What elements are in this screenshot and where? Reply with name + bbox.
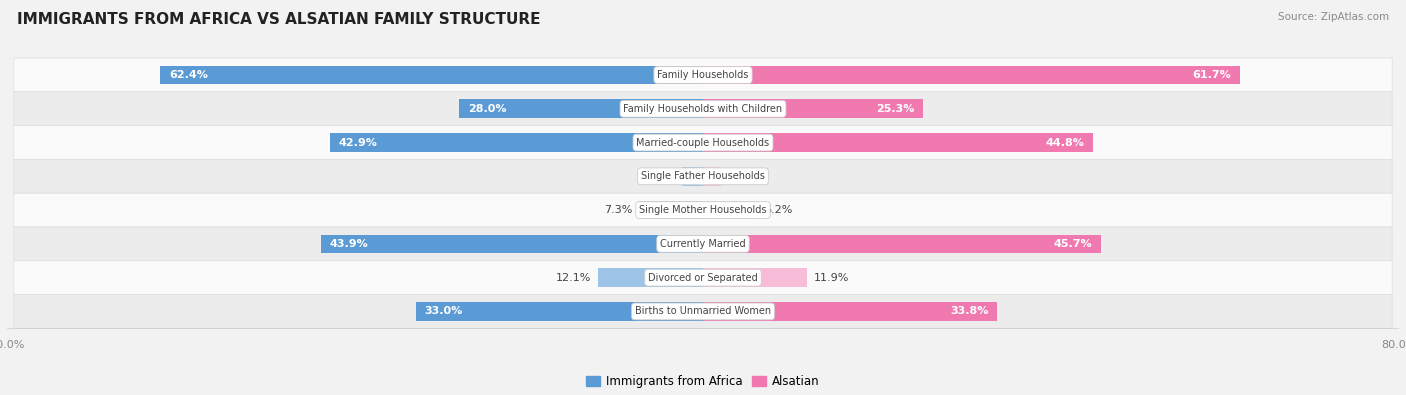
- Text: Family Households: Family Households: [658, 70, 748, 80]
- Text: Divorced or Separated: Divorced or Separated: [648, 273, 758, 283]
- Legend: Immigrants from Africa, Alsatian: Immigrants from Africa, Alsatian: [581, 370, 825, 392]
- Text: 2.1%: 2.1%: [728, 171, 756, 181]
- Bar: [703, 100, 924, 118]
- FancyBboxPatch shape: [14, 227, 1392, 261]
- FancyBboxPatch shape: [14, 193, 1392, 227]
- Bar: [640, 201, 703, 219]
- Bar: [682, 167, 703, 186]
- Text: 62.4%: 62.4%: [169, 70, 208, 80]
- Bar: [416, 302, 703, 321]
- Bar: [703, 201, 756, 219]
- Text: 2.4%: 2.4%: [647, 171, 675, 181]
- Bar: [703, 167, 721, 186]
- Text: 11.9%: 11.9%: [814, 273, 849, 283]
- Text: Source: ZipAtlas.com: Source: ZipAtlas.com: [1278, 12, 1389, 22]
- Text: 33.0%: 33.0%: [425, 307, 463, 316]
- Bar: [703, 302, 997, 321]
- Text: 28.0%: 28.0%: [468, 104, 506, 114]
- Text: Married-couple Households: Married-couple Households: [637, 137, 769, 148]
- Text: 12.1%: 12.1%: [555, 273, 591, 283]
- FancyBboxPatch shape: [14, 261, 1392, 295]
- FancyBboxPatch shape: [14, 295, 1392, 328]
- Bar: [460, 100, 703, 118]
- FancyBboxPatch shape: [14, 92, 1392, 126]
- Text: IMMIGRANTS FROM AFRICA VS ALSATIAN FAMILY STRUCTURE: IMMIGRANTS FROM AFRICA VS ALSATIAN FAMIL…: [17, 12, 540, 27]
- Bar: [703, 66, 1240, 84]
- FancyBboxPatch shape: [14, 126, 1392, 160]
- Bar: [703, 235, 1101, 253]
- Text: 25.3%: 25.3%: [876, 104, 914, 114]
- Text: Single Mother Households: Single Mother Households: [640, 205, 766, 215]
- Text: 45.7%: 45.7%: [1053, 239, 1092, 249]
- Text: 43.9%: 43.9%: [330, 239, 368, 249]
- Text: 6.2%: 6.2%: [763, 205, 792, 215]
- Text: 61.7%: 61.7%: [1192, 70, 1232, 80]
- FancyBboxPatch shape: [14, 58, 1392, 92]
- Bar: [703, 133, 1092, 152]
- Bar: [160, 66, 703, 84]
- Bar: [703, 268, 807, 287]
- Text: 44.8%: 44.8%: [1045, 137, 1084, 148]
- Text: 42.9%: 42.9%: [339, 137, 377, 148]
- Bar: [330, 133, 703, 152]
- Text: 33.8%: 33.8%: [950, 307, 988, 316]
- Text: Family Households with Children: Family Households with Children: [623, 104, 783, 114]
- Text: Single Father Households: Single Father Households: [641, 171, 765, 181]
- Text: Currently Married: Currently Married: [661, 239, 745, 249]
- Text: Births to Unmarried Women: Births to Unmarried Women: [636, 307, 770, 316]
- Bar: [598, 268, 703, 287]
- FancyBboxPatch shape: [14, 160, 1392, 193]
- Bar: [321, 235, 703, 253]
- Text: 7.3%: 7.3%: [605, 205, 633, 215]
